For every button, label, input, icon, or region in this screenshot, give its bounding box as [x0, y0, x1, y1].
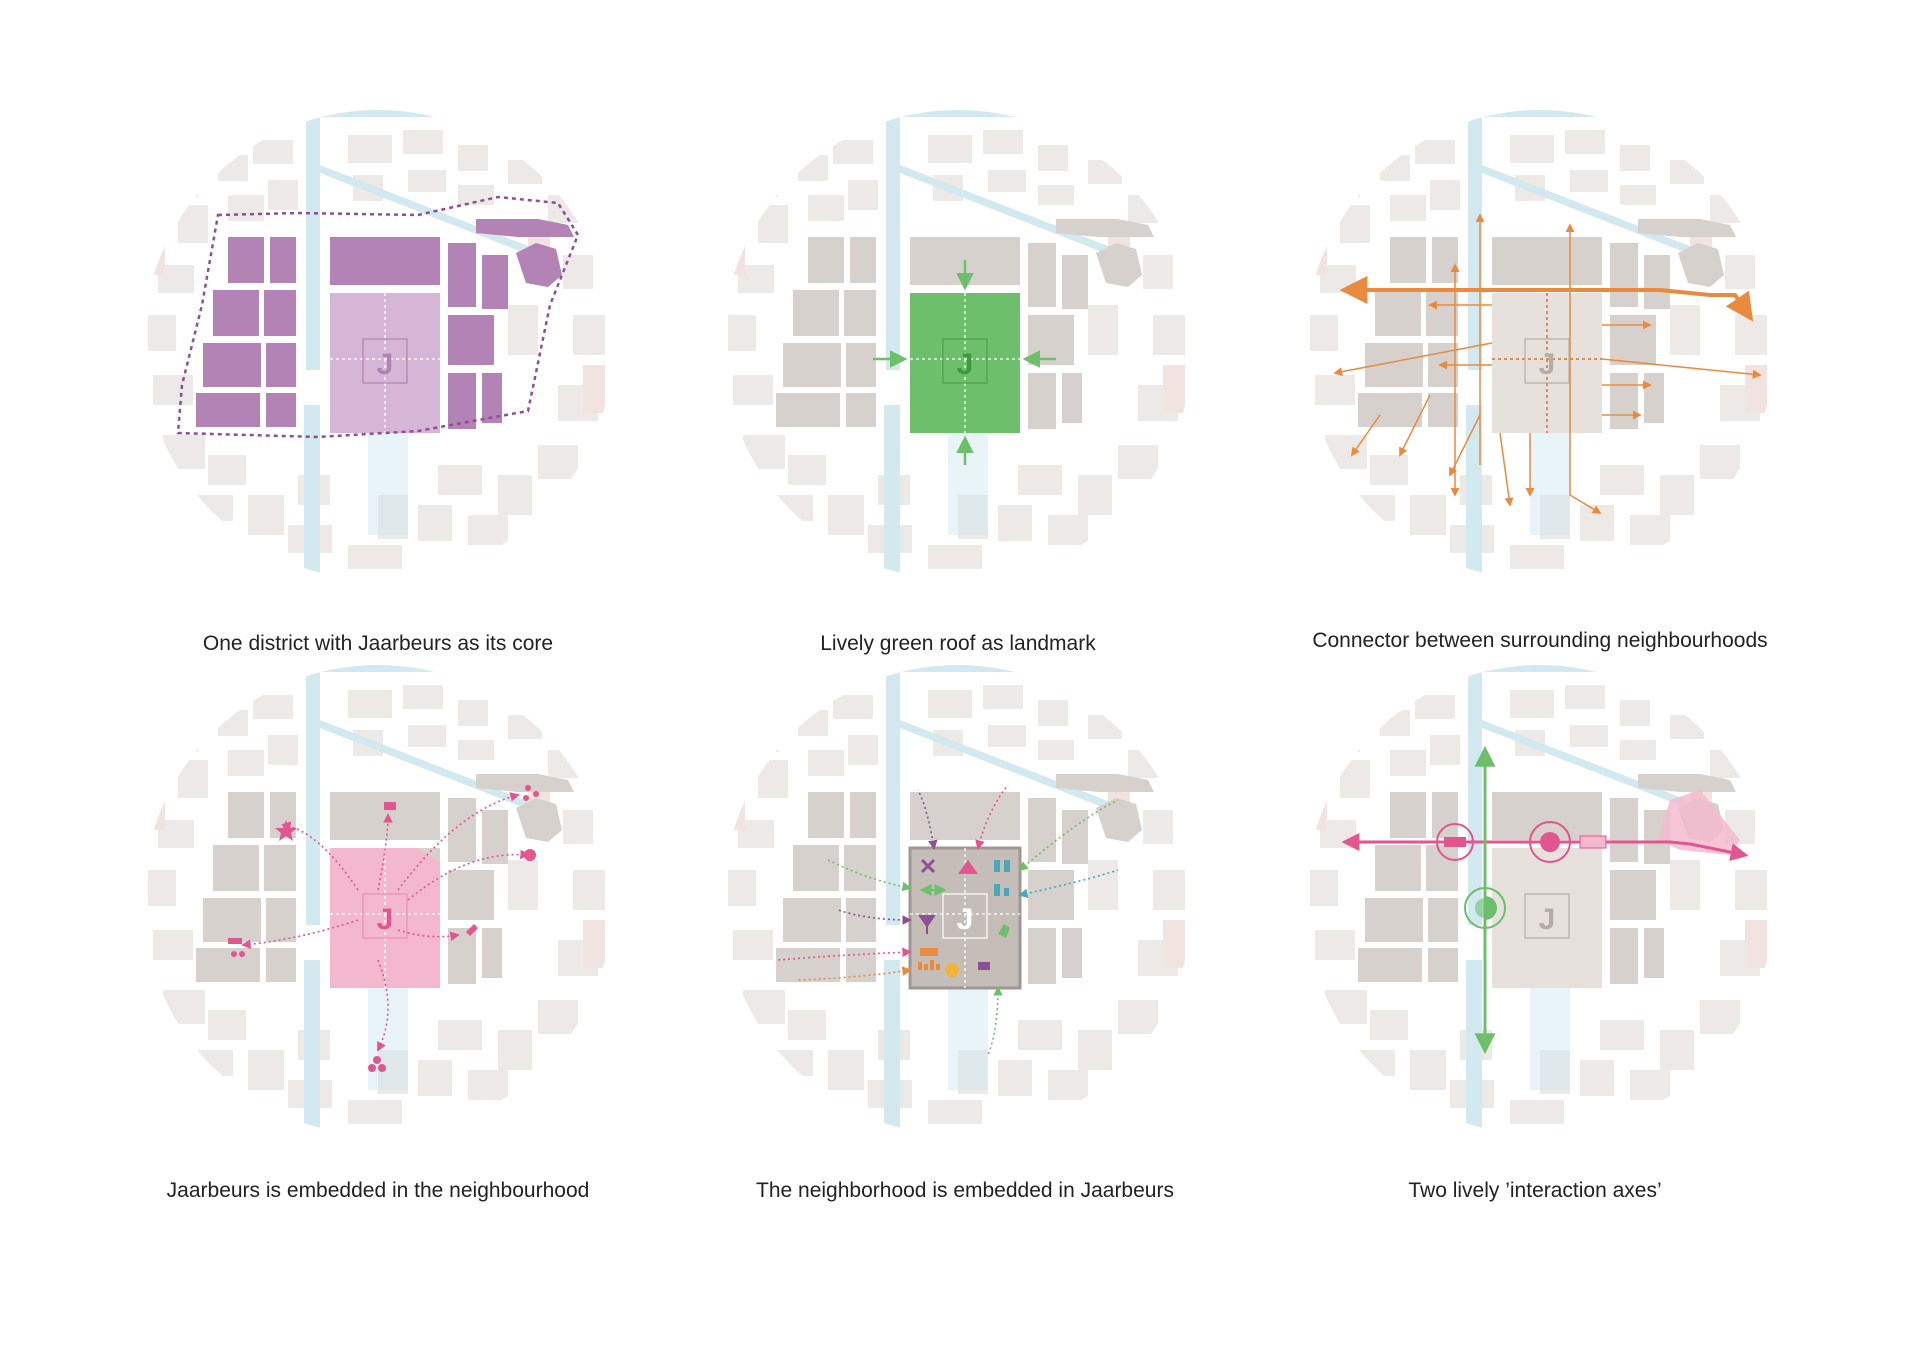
flower-icon — [466, 924, 478, 936]
pink-core — [330, 848, 440, 988]
activity-icons — [918, 858, 1010, 977]
panel-one-district: J — [143, 110, 613, 580]
caption-neighborhood-embedded: The neighborhood is embedded in Jaarbeur… — [756, 1179, 1174, 1202]
tent-icon — [958, 860, 978, 874]
j-logo: J — [377, 903, 394, 936]
pink-dotted-links — [241, 792, 530, 1052]
panel-connector: J — [1305, 110, 1775, 580]
marker-icon — [384, 802, 396, 810]
main-connector-arrow — [1339, 276, 1754, 322]
panel-neighborhood-embedded: J — [723, 665, 1193, 1135]
bars-icon — [918, 960, 940, 970]
caption-one-district: One district with Jaarbeurs as its core — [203, 632, 553, 655]
dots-icon — [525, 785, 531, 791]
circle-poi-icon — [524, 849, 536, 861]
j-logo: J — [957, 348, 974, 381]
people-icon — [994, 860, 1010, 872]
j-logo: J — [1539, 348, 1556, 381]
cup-icon — [978, 962, 990, 970]
caption-connector: Connector between surrounding neighbourh… — [1312, 629, 1767, 652]
family-icon — [994, 884, 1009, 896]
sun-icon — [945, 963, 959, 977]
poi-icons — [228, 785, 539, 1072]
caption-interaction-axes: Two lively ’interaction axes’ — [1408, 1179, 1661, 1202]
j-logo: J — [1539, 903, 1556, 936]
colored-dotted-links — [777, 784, 1119, 1056]
panel-interaction-axes: J — [1305, 665, 1775, 1135]
cluster-icon — [368, 1064, 376, 1072]
panel-green-roof: J — [723, 110, 1193, 580]
caption-green-roof: Lively green roof as landmark — [820, 632, 1096, 655]
caption-embedded-in-neighbourhood: Jaarbeurs is embedded in the neighbourho… — [167, 1179, 590, 1202]
j-logo: J — [957, 903, 974, 936]
pink-axis-arrow — [1341, 833, 1749, 862]
cutlery-icon — [920, 858, 936, 874]
star-icon — [275, 820, 297, 841]
panel-embedded-in-neighbourhood: J — [143, 665, 613, 1135]
bench-icon — [228, 938, 242, 944]
district-blocks — [196, 219, 574, 433]
district-boundary — [176, 195, 580, 439]
runner-icon — [998, 924, 1010, 938]
green-arrows — [873, 260, 1056, 465]
axis-nodes — [1436, 821, 1607, 929]
cocktail-icon — [918, 915, 936, 934]
j-logo: J — [377, 348, 394, 381]
flag-icon — [920, 948, 938, 956]
